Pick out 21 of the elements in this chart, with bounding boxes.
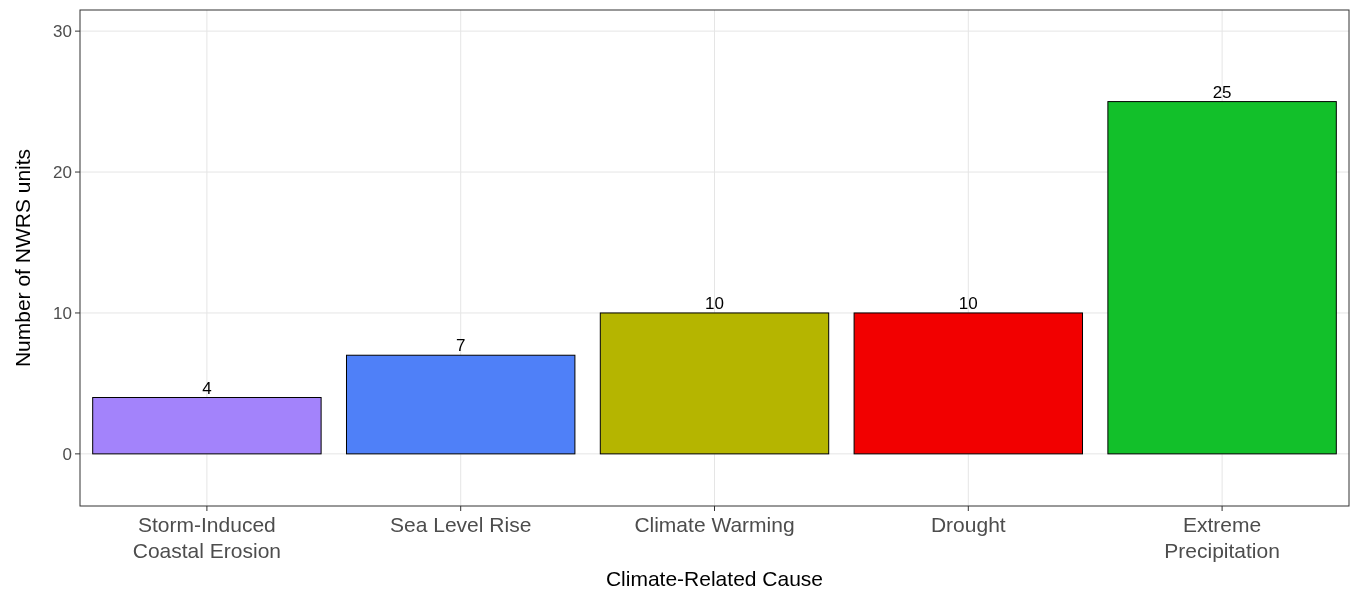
data-label: 25 [1212, 82, 1232, 102]
bar [853, 312, 1084, 455]
x-tick-label: Extreme Precipitation [1164, 513, 1280, 562]
x-tick-label: Sea Level Rise [390, 513, 532, 536]
bar [1107, 101, 1337, 455]
x-axis-title: Climate-Related Cause [605, 567, 824, 590]
x-tick-label: Climate Warming [634, 513, 795, 536]
x-tick-label: Storm-Induced Coastal Erosion [132, 513, 282, 562]
data-label: 4 [202, 378, 212, 398]
bar [92, 397, 322, 455]
y-tick-label: 10 [53, 303, 72, 323]
bar [599, 312, 830, 455]
y-tick-label: 30 [53, 22, 72, 42]
bar [345, 354, 576, 455]
data-label: 10 [958, 293, 978, 313]
data-label: 7 [455, 336, 466, 356]
y-axis-title: Number of NWRS units [11, 148, 34, 368]
x-tick-label: Drought [930, 513, 1006, 536]
y-tick-label: 0 [62, 444, 72, 464]
data-label: 10 [705, 293, 724, 313]
y-tick-label: 20 [53, 163, 72, 182]
